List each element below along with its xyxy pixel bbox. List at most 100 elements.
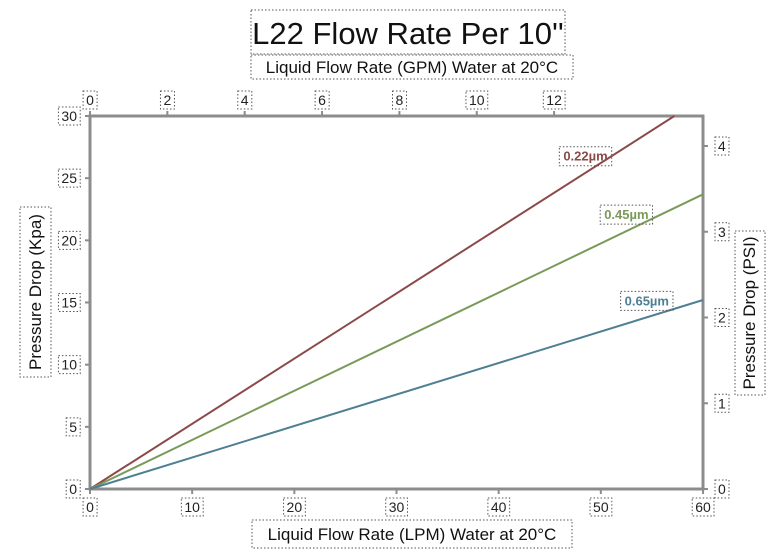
x-tick-label: 10 xyxy=(180,497,204,517)
y2-tick-label-text: 3 xyxy=(718,224,726,240)
series-label-text: 0.45µm xyxy=(604,207,648,222)
x-tick-label-text: 50 xyxy=(593,499,609,515)
x2-tick-label-text: 8 xyxy=(396,92,404,108)
series-label-box xyxy=(620,290,674,311)
x-tick-label: 20 xyxy=(283,497,306,517)
x2-tick-label-box xyxy=(82,90,98,110)
x-tick-label: 0 xyxy=(82,497,98,517)
plot-area xyxy=(88,114,705,491)
y2-tick-label: 4 xyxy=(714,136,730,156)
y2-tick-label: 3 xyxy=(714,222,730,242)
x2-tick-label: 2 xyxy=(159,90,175,110)
left-axis-title: Pressure Drop (Kpa) xyxy=(26,214,45,370)
series-label: 0.45µm xyxy=(599,204,654,225)
x2-tick-label-box xyxy=(237,90,253,110)
x-tick-label-box xyxy=(82,497,98,517)
y-tick-label-box xyxy=(57,293,81,312)
x2-tick-label-text: 0 xyxy=(86,92,94,108)
series-labels: 0.22µm 0.45µm 0.65µm xyxy=(558,146,674,311)
x-tick-label: 40 xyxy=(487,497,511,517)
y-tick-label: 30 xyxy=(57,106,81,126)
x-tick-label-box xyxy=(487,497,511,517)
right-axis-title-box xyxy=(734,230,766,396)
bottom-axis-title-box xyxy=(251,519,573,549)
series-line xyxy=(89,115,675,490)
y-tick-label-text: 20 xyxy=(61,232,77,248)
x2-tick-label-box xyxy=(314,90,330,110)
x-tick-label: 60 xyxy=(691,497,715,517)
series-line xyxy=(89,193,704,490)
series-label-box xyxy=(599,204,654,225)
y-tick-label-box xyxy=(65,417,81,437)
x-tick-label-box xyxy=(180,497,204,517)
y2-tick-label-box xyxy=(714,222,730,242)
y-tick-label: 15 xyxy=(57,293,81,312)
y-tick-label-box xyxy=(57,355,81,375)
y-tick-label-box xyxy=(65,479,81,499)
x-tick-label-text: 40 xyxy=(491,499,507,515)
x2-tick-label-text: 10 xyxy=(469,92,485,108)
x-tick-label-text: 10 xyxy=(184,499,200,515)
x2-tick-label-text: 6 xyxy=(318,92,326,108)
x-tick-label-box xyxy=(385,497,408,517)
x2-tick-label: 4 xyxy=(237,90,253,110)
x-tick-label-text: 20 xyxy=(287,499,303,515)
y-tick-label-text: 5 xyxy=(69,419,77,435)
top-axis-title: Liquid Flow Rate (GPM) Water at 20°C xyxy=(266,58,558,77)
x2-tick-label: 8 xyxy=(392,90,408,110)
x-tick-label-box xyxy=(589,497,613,517)
series-label: 0.22µm xyxy=(558,146,613,167)
x-tick-label-text: 0 xyxy=(86,499,94,515)
x2-tick-label: 0 xyxy=(82,90,98,110)
x-tick-label-box xyxy=(283,497,306,517)
chart-title-box xyxy=(250,9,566,55)
y-tick-label-text: 10 xyxy=(61,357,77,373)
y-tick-label-box xyxy=(57,106,81,126)
y-tick-label-box xyxy=(57,230,81,250)
x2-tick-label: 12 xyxy=(542,90,566,110)
series-label-text: 0.65µm xyxy=(625,293,669,308)
x-tick-label-text: 30 xyxy=(389,499,405,515)
y-tick-label: 0 xyxy=(65,479,81,499)
y-tick-label-text: 15 xyxy=(61,295,77,311)
y-tick-label: 5 xyxy=(65,417,81,437)
y-tick-label-box xyxy=(57,168,81,188)
left-axis-title-box xyxy=(19,206,52,378)
y2-tick-label-box xyxy=(714,393,730,413)
y-tick-label-text: 0 xyxy=(69,481,77,497)
top-axis-title-box xyxy=(250,54,574,80)
x2-tick-label: 10 xyxy=(465,90,489,110)
x2-tick-label-text: 12 xyxy=(546,92,562,108)
y2-tick-label-text: 0 xyxy=(718,481,726,497)
x-tick-label: 50 xyxy=(589,497,613,517)
y2-tick-label-text: 1 xyxy=(718,395,726,411)
x-tick-label: 30 xyxy=(385,497,408,517)
y-tick-label: 20 xyxy=(57,230,81,250)
right-axis-title: Pressure Drop (PSI) xyxy=(740,236,759,389)
y2-tick-label-box xyxy=(714,308,730,328)
x-tick-label-box xyxy=(691,497,715,517)
series-label-text: 0.22µm xyxy=(563,149,607,164)
x2-tick-label-box xyxy=(159,90,175,110)
y2-tick-label-box xyxy=(714,479,730,499)
x2-tick-label-box xyxy=(465,90,489,110)
y2-tick-label: 2 xyxy=(714,308,730,328)
series-label-box xyxy=(558,146,613,167)
bottom-axis-title: Liquid Flow Rate (LPM) Water at 20°C xyxy=(268,525,557,544)
x2-tick-label-text: 2 xyxy=(163,92,171,108)
y-tick-label: 10 xyxy=(57,355,81,375)
series-line xyxy=(89,299,704,490)
x2-tick-label-box xyxy=(542,90,566,110)
chart-title: L22 Flow Rate Per 10'' xyxy=(252,16,564,51)
y2-tick-label-box xyxy=(714,136,730,156)
x2-tick-label-text: 4 xyxy=(241,92,249,108)
x2-tick-label-box xyxy=(392,90,408,110)
y-tick-label-text: 25 xyxy=(61,170,77,186)
series-lines xyxy=(89,115,704,490)
series-label: 0.65µm xyxy=(620,290,674,311)
y-tick-label-text: 30 xyxy=(61,108,77,124)
y2-tick-label: 0 xyxy=(714,479,730,499)
y-tick-label: 25 xyxy=(57,168,81,188)
